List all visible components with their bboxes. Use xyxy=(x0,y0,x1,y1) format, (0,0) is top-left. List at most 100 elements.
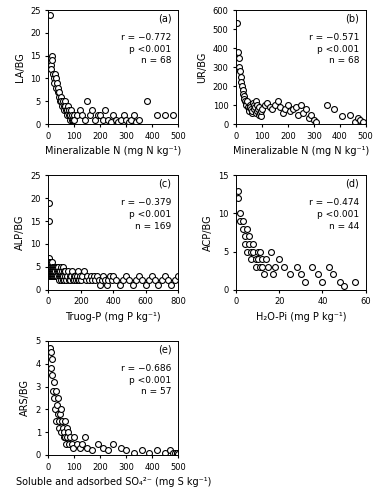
Point xyxy=(272,262,278,270)
Point xyxy=(68,272,74,280)
Point xyxy=(110,440,116,448)
Point xyxy=(46,217,52,225)
Point xyxy=(162,448,168,456)
Point xyxy=(245,105,251,113)
Point xyxy=(173,448,179,456)
Point xyxy=(275,98,280,106)
Point xyxy=(255,105,261,113)
Point xyxy=(49,262,55,270)
Point xyxy=(72,272,78,280)
Point xyxy=(61,268,67,276)
Point xyxy=(267,103,273,111)
Point xyxy=(251,101,257,109)
Point xyxy=(97,111,103,119)
Point xyxy=(60,102,66,110)
Point xyxy=(54,268,60,276)
Point xyxy=(247,101,253,109)
Point xyxy=(300,108,306,116)
Point xyxy=(48,348,54,356)
Point xyxy=(47,272,53,280)
Point xyxy=(48,272,54,280)
Point xyxy=(175,272,181,280)
Point xyxy=(239,217,245,225)
Point xyxy=(69,268,75,276)
Point xyxy=(56,417,62,425)
Point xyxy=(240,90,246,98)
Point xyxy=(360,118,366,126)
Point xyxy=(46,254,52,262)
Point xyxy=(76,106,82,114)
Point xyxy=(113,116,119,124)
Point xyxy=(272,101,278,109)
Point xyxy=(107,272,113,280)
Point xyxy=(120,111,126,119)
Point xyxy=(149,272,155,280)
Point xyxy=(241,96,247,104)
Point xyxy=(47,272,53,280)
Point xyxy=(108,118,114,126)
Point xyxy=(167,446,173,454)
Point xyxy=(249,108,255,116)
Point xyxy=(159,276,165,284)
Point xyxy=(47,268,53,276)
Point xyxy=(63,276,69,284)
Point xyxy=(244,98,250,106)
Point xyxy=(57,268,63,276)
Point xyxy=(78,276,84,284)
Point xyxy=(128,116,134,124)
Point xyxy=(52,70,58,78)
Point xyxy=(60,262,66,270)
Point xyxy=(75,276,81,284)
Point xyxy=(126,276,132,284)
Point xyxy=(55,84,61,92)
Point xyxy=(50,387,56,395)
Point xyxy=(76,276,82,284)
Point xyxy=(357,116,363,124)
Point xyxy=(302,278,308,286)
Point xyxy=(246,232,252,240)
Point xyxy=(110,111,116,119)
Point xyxy=(66,106,72,114)
Point xyxy=(282,105,288,113)
Point xyxy=(261,270,267,278)
Point xyxy=(68,106,74,114)
Point xyxy=(103,106,109,114)
Point xyxy=(60,424,66,432)
Point xyxy=(95,440,101,448)
Point xyxy=(54,262,60,270)
Point xyxy=(60,276,66,284)
Point xyxy=(242,232,248,240)
Point xyxy=(87,111,93,119)
Point xyxy=(95,111,101,119)
Text: (c): (c) xyxy=(159,179,172,189)
Point xyxy=(248,105,254,113)
Point xyxy=(61,106,67,114)
Point xyxy=(82,432,88,440)
Point xyxy=(330,270,336,278)
Point xyxy=(47,268,53,276)
Point xyxy=(48,364,54,372)
Point xyxy=(95,276,101,284)
Point xyxy=(91,272,97,280)
Point xyxy=(82,116,88,124)
Point xyxy=(68,432,73,440)
Point xyxy=(62,417,68,425)
Point xyxy=(355,114,361,122)
Point xyxy=(165,276,171,284)
Point xyxy=(89,276,95,284)
Point xyxy=(54,272,60,280)
Point xyxy=(136,116,142,124)
Point xyxy=(295,110,301,118)
Point xyxy=(239,224,245,232)
Point xyxy=(56,272,62,280)
Point xyxy=(51,262,57,270)
Point xyxy=(53,387,59,395)
Point xyxy=(277,103,283,111)
Point xyxy=(47,344,53,351)
Point xyxy=(337,278,343,286)
Point xyxy=(63,106,69,114)
Point xyxy=(60,272,66,280)
Text: (e): (e) xyxy=(158,344,172,354)
Point xyxy=(59,268,65,276)
Point xyxy=(326,262,332,270)
